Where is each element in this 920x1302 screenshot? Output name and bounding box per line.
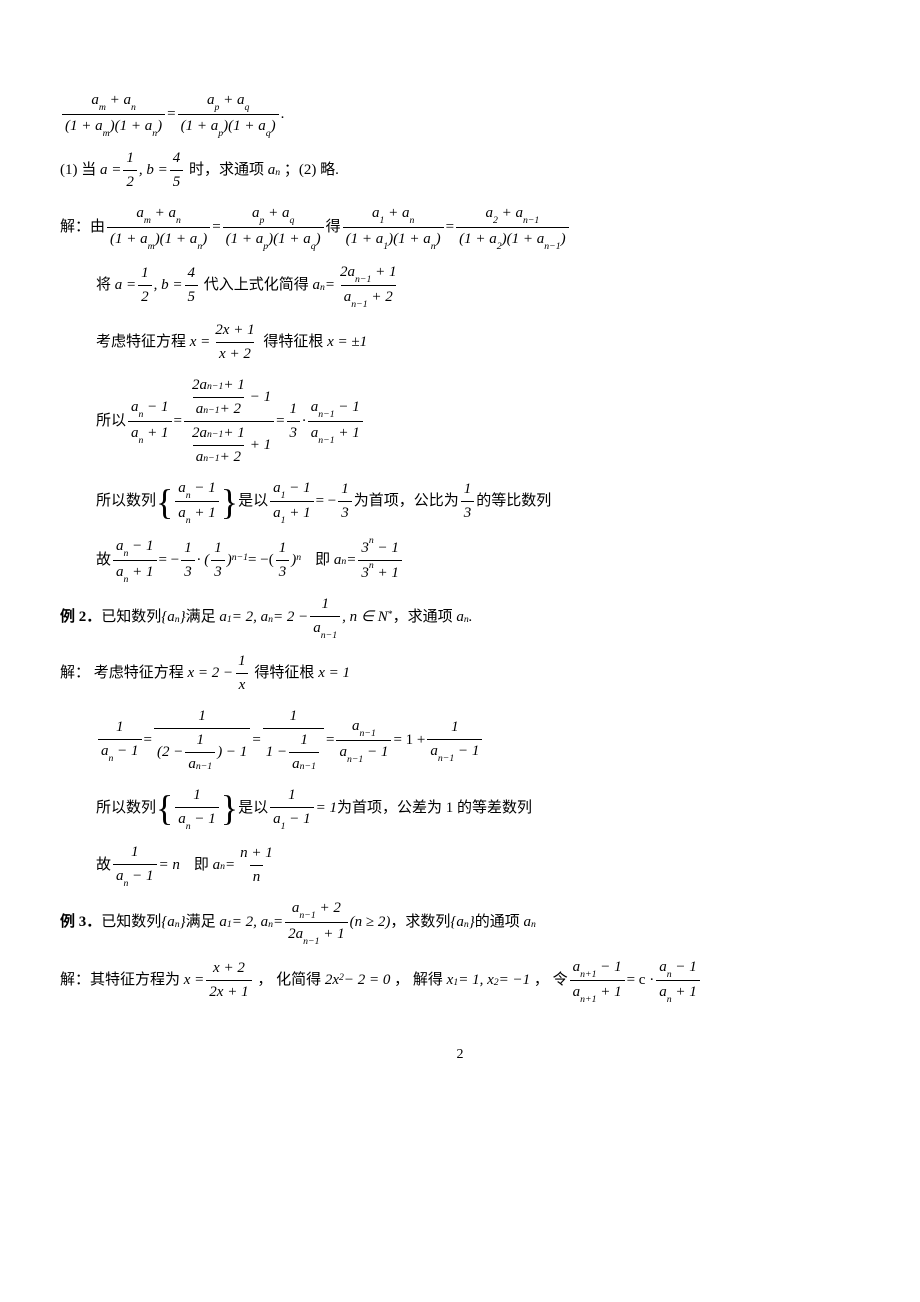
sol2-step-1: 解： 考虑特征方程 x = 2 − 1x 得特征根 x = 1 [60,651,860,696]
text: 得特征根 [263,332,323,353]
text: 为首项，公差为 1 的等差数列 [337,798,532,819]
solution-step-4: 所以 an − 1an + 1 = 2an−1 + 1an−1 + 2 − 1 … [60,375,860,468]
text: 即 [315,550,330,571]
sol2-step-3: 所以数列 { 1an − 1 } 是以 1a1 − 1 = 1 为首项，公差为 … [60,785,860,832]
sol2-step-2: 1an − 1 = 1(2 − 1an−1) − 1 = 11 − 1an−1 … [60,706,860,775]
equation-line-0: am + an(1 + am)(1 + an) = ap + aq(1 + ap… [60,90,860,138]
page-number: 2 [60,1045,860,1065]
period: . [281,104,285,125]
text: 满足 [186,607,216,628]
sol2-step-4: 故 1an − 1 = n 即 an = n + 1n [60,842,860,889]
text: 已知数列 [101,607,161,628]
text: 得 [326,217,341,238]
text: 解：其特征方程为 [60,970,180,991]
text: (1) 当 [60,160,96,181]
text: 时，求通项 [189,160,264,181]
example-2-header: 例 2． 已知数列 {an} 满足 a1 = 2, an = 2 − 1an−1… [60,594,860,641]
example-label: 例 2． [60,607,101,628]
text: 即 [194,855,209,876]
text: 所以数列 [96,491,156,512]
text: ，求数列 [390,912,450,933]
text: 解：由 [60,217,105,238]
text: 将 [96,275,111,296]
text: 的等比数列 [476,491,551,512]
sol3-step-1: 解：其特征方程为 x = x + 22x + 1 ， 化简得 2x2 − 2 =… [60,957,860,1005]
text: 是以 [238,491,268,512]
text: 的通项 [475,912,520,933]
text: 故 [96,550,111,571]
text: ， 令 [534,970,568,991]
solution-step-5: 所以数列 { an − 1an + 1 } 是以 a1 − 1a1 + 1 = … [60,478,860,526]
text: 所以 [96,411,126,432]
text: 已知数列 [101,912,161,933]
text: 故 [96,855,111,876]
text: 所以数列 [96,798,156,819]
text: ；(2) 略. [284,160,339,181]
text: 考虑特征方程 [96,332,186,353]
text: 代入上式化简得 [204,275,309,296]
solution-step-1: 解：由 am + an(1 + am)(1 + an) = ap + aq(1 … [60,203,860,251]
text: 是以 [238,798,268,819]
text: 为首项，公比为 [354,491,459,512]
solution-step-6: 故 an − 1an + 1 = −13 · (13)n−1 = −(13)n … [60,536,860,584]
problem-part-1: (1) 当 a = 12, b = 45 时，求通项 an ；(2) 略. [60,148,860,193]
text: ， 化简得 [257,970,321,991]
solution-step-3: 考虑特征方程 x = 2x + 1x + 2 得特征根 x = ±1 [60,320,860,365]
text: 解： 考虑特征方程 [60,663,184,684]
example-3-header: 例 3． 已知数列 {an} 满足 a1 = 2, an = an−1 + 22… [60,898,860,946]
solution-step-2: 将 a = 12, b = 45 代入上式化简得 an = 2an−1 + 1a… [60,262,860,310]
text: ， 解得 [394,970,443,991]
text: ，求通项 [393,607,453,628]
text: 得特征根 [254,663,314,684]
text: 满足 [186,912,216,933]
example-label: 例 3． [60,912,101,933]
